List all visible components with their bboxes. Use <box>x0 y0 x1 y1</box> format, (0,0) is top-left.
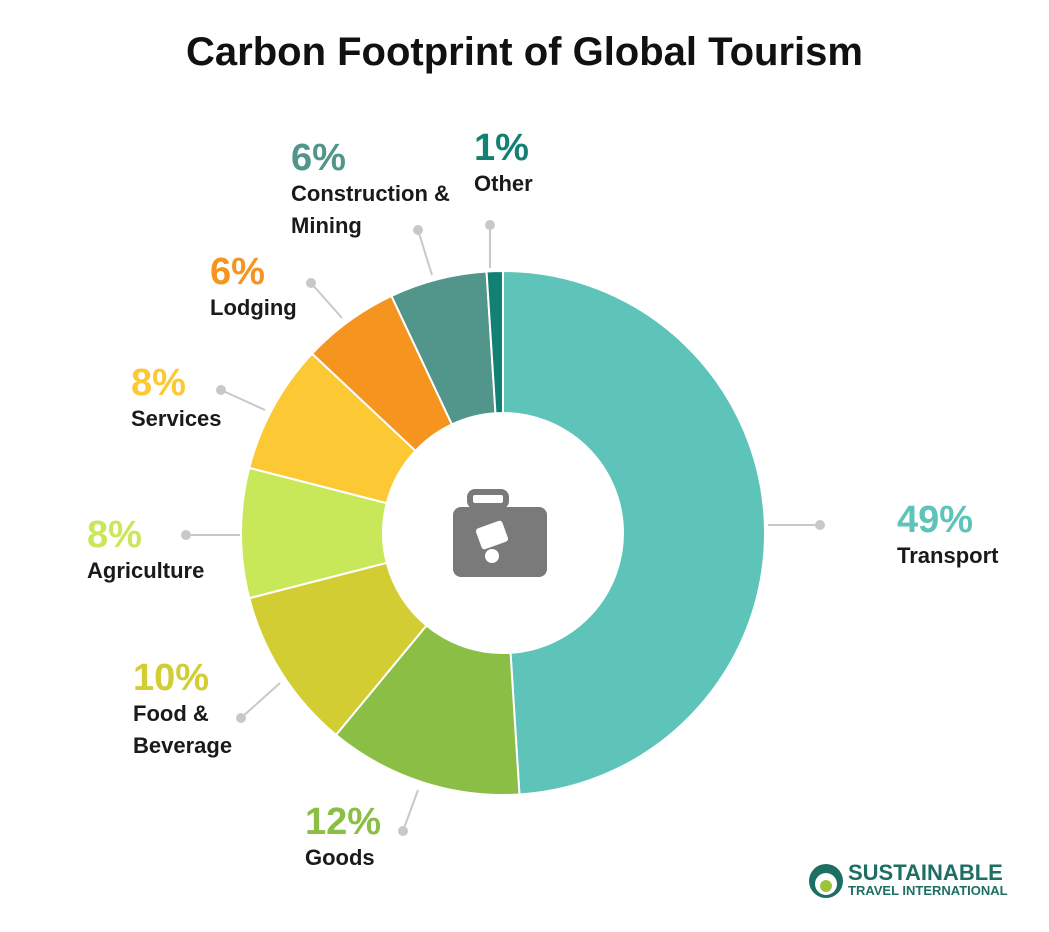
percent-label: 49% <box>897 499 974 541</box>
category-label: Services <box>131 406 222 431</box>
leader-dot <box>485 220 495 230</box>
leader-dot <box>216 385 226 395</box>
category-label: Food & Beverage <box>133 701 233 758</box>
leader-dot <box>181 530 191 540</box>
leader-dot <box>398 826 408 836</box>
leader-dot <box>815 520 825 530</box>
donut-segment <box>485 269 504 415</box>
segment-label: 12% Goods <box>305 802 445 874</box>
category-label: Other <box>474 171 533 196</box>
leader-line <box>310 282 343 319</box>
percent-label: 8% <box>87 514 142 556</box>
percent-label: 6% <box>210 251 265 293</box>
logo-icon <box>809 864 843 898</box>
segment-label: 6% Construction & Mining <box>291 138 461 242</box>
logo-name: SUSTAINABLE <box>848 860 1003 885</box>
leader-dot <box>236 713 246 723</box>
logo-subtitle: TRAVEL INTERNATIONAL <box>848 883 1008 898</box>
category-label: Construction & Mining <box>291 181 450 238</box>
category-label: Agriculture <box>87 558 205 583</box>
percent-label: 12% <box>305 801 382 843</box>
leader-line <box>417 229 433 276</box>
chart-title: Carbon Footprint of Global Tourism <box>186 30 863 74</box>
segment-label: 1% Other <box>474 128 564 200</box>
leader-line <box>240 682 281 719</box>
percent-label: 1% <box>474 127 529 169</box>
segment-label: 8% Agriculture <box>87 515 237 587</box>
segment-label: 10% Food & Beverage <box>133 658 273 762</box>
segment-label: 49% Transport <box>897 500 1047 572</box>
percent-label: 8% <box>131 362 186 404</box>
suitcase-icon <box>453 489 547 577</box>
donut-segment <box>502 269 766 796</box>
donut-segment <box>334 624 521 796</box>
percent-label: 6% <box>291 137 346 179</box>
percent-label: 10% <box>133 657 210 699</box>
leader-line <box>220 389 266 411</box>
segment-label: 6% Lodging <box>210 252 330 324</box>
category-label: Transport <box>897 543 999 568</box>
leader-line <box>402 789 419 832</box>
category-label: Goods <box>305 845 375 870</box>
segment-label: 8% Services <box>131 363 271 435</box>
leader-dot <box>306 278 316 288</box>
leader-dot <box>413 225 423 235</box>
category-label: Lodging <box>210 295 297 320</box>
